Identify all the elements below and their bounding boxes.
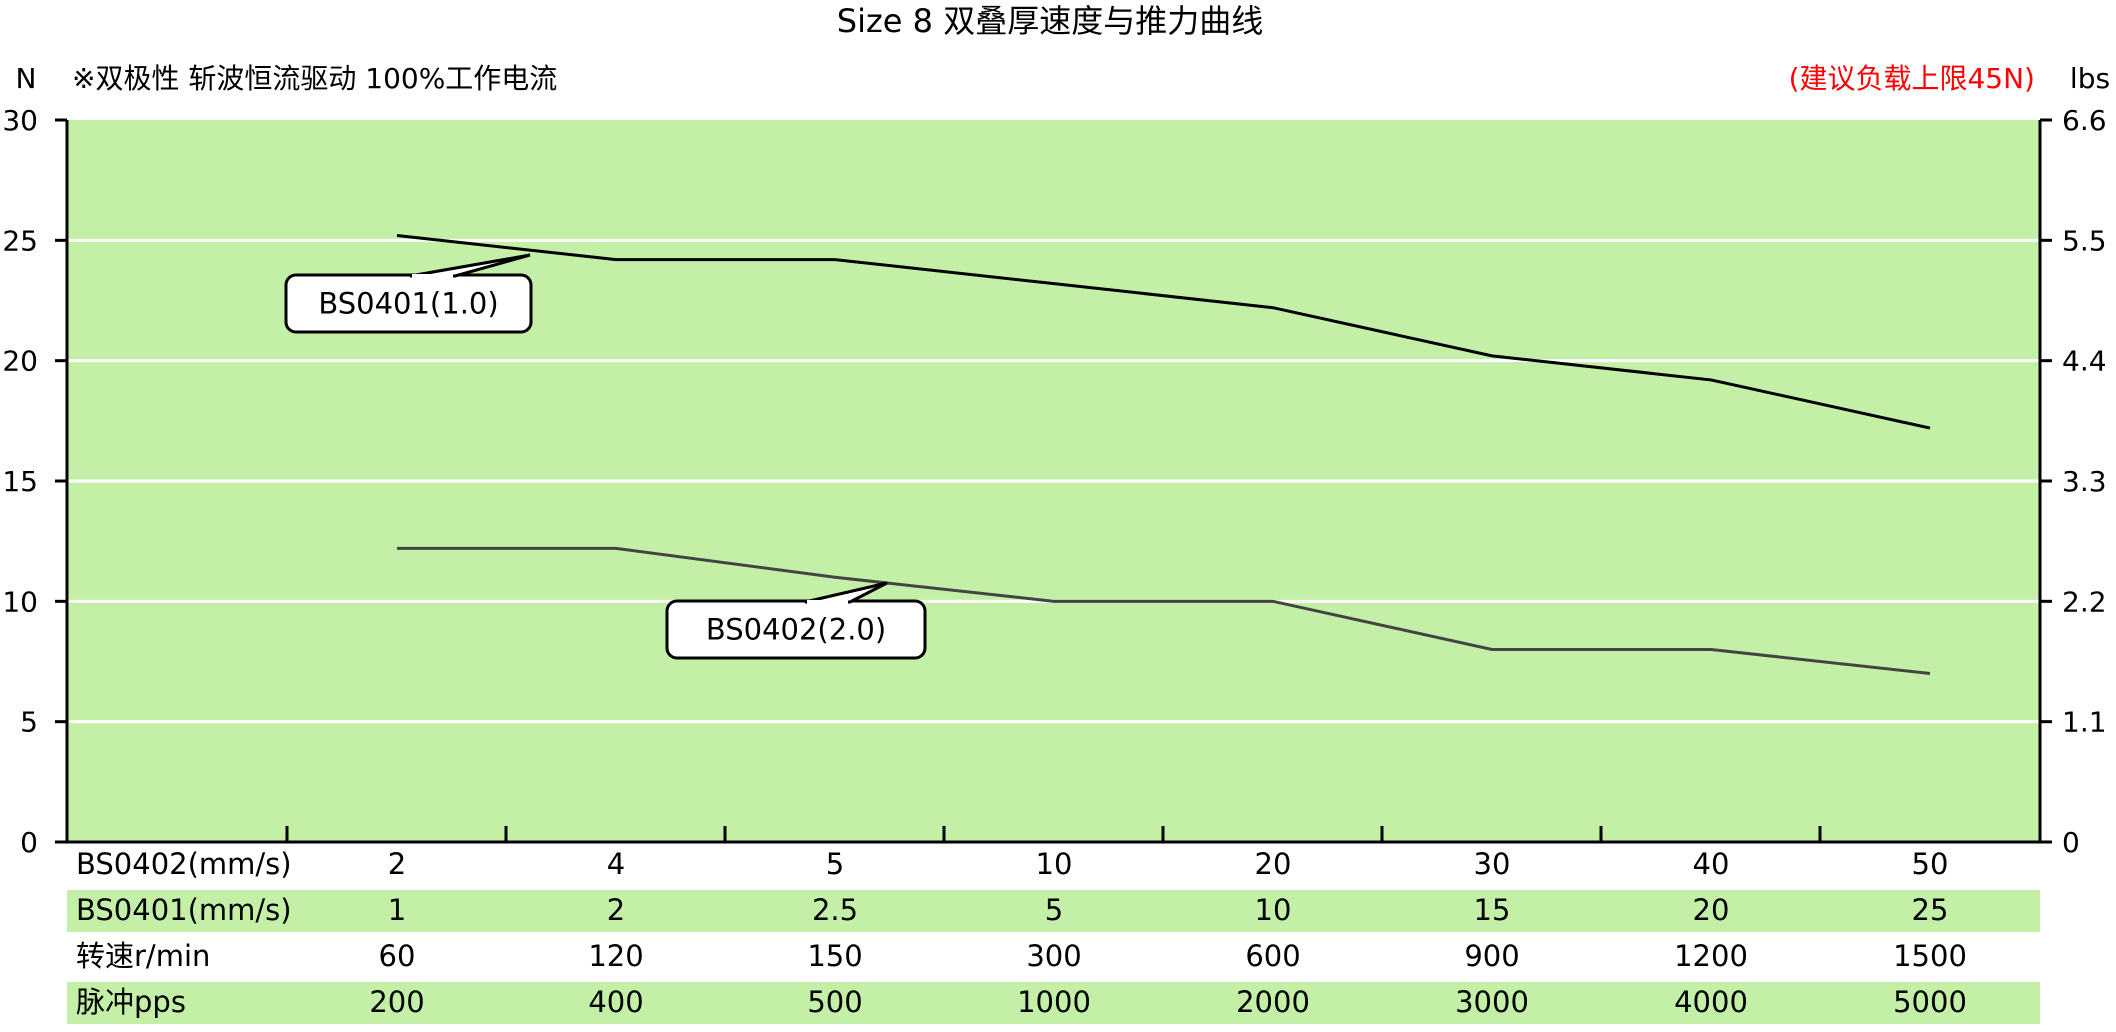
y-tick-label-right: 2.2 <box>2062 585 2107 618</box>
table-cell: 300 <box>1026 939 1081 973</box>
table-cell: 2 <box>388 847 406 881</box>
table-row-label: 转速r/min <box>76 939 210 973</box>
y-tick-label-left: 20 <box>2 345 38 378</box>
table-cell: 400 <box>588 985 643 1019</box>
y-tick-label-left: 5 <box>20 706 38 739</box>
table-cell: 2 <box>607 893 625 927</box>
series-line-1 <box>396 234 1931 430</box>
table-cell: 5 <box>1045 893 1063 927</box>
y-tick-label-left: 15 <box>2 465 38 498</box>
table-cell: 900 <box>1464 939 1519 973</box>
y-tick-label-right: 1.1 <box>2062 706 2107 739</box>
table-cell: 50 <box>1912 847 1949 881</box>
table-cell: 2000 <box>1236 985 1310 1019</box>
table-cell: 25 <box>1912 893 1949 927</box>
left-axis-unit: N <box>16 62 37 95</box>
y-tick-label-right: 0 <box>2062 826 2080 859</box>
load-limit-note: (建议负载上限45N) <box>1789 62 2035 95</box>
right-axis-unit: lbs <box>2070 62 2110 95</box>
table-cell: 10 <box>1036 847 1073 881</box>
table-cell: 5 <box>826 847 844 881</box>
table-cell: 15 <box>1474 893 1511 927</box>
table-cell: 20 <box>1693 893 1730 927</box>
table-cell: 3000 <box>1455 985 1529 1019</box>
table-row-label: 脉冲pps <box>76 985 186 1019</box>
table-cell: 1000 <box>1017 985 1091 1019</box>
table-cell: 30 <box>1474 847 1511 881</box>
table-row-highlight <box>67 982 2040 1024</box>
table-cell: 150 <box>807 939 862 973</box>
table-row-label: BS0402(mm/s) <box>76 847 292 881</box>
table-cell: 120 <box>588 939 643 973</box>
y-tick-label-right: 3.3 <box>2062 465 2107 498</box>
y-tick-label-right: 6.6 <box>2062 104 2107 137</box>
y-tick-label-left: 0 <box>20 826 38 859</box>
chart-title: Size 8 双叠厚速度与推力曲线 <box>837 2 1263 40</box>
table-cell: 4000 <box>1674 985 1748 1019</box>
y-tick-label-left: 25 <box>2 224 38 257</box>
table-cell: 1200 <box>1674 939 1748 973</box>
table-cell: 4 <box>607 847 625 881</box>
table-cell: 500 <box>807 985 862 1019</box>
table-row-label: BS0401(mm/s) <box>76 893 292 927</box>
chart-subtitle: ※双极性 斩波恒流驱动 100%工作电流 <box>72 62 557 95</box>
y-tick-label-left: 30 <box>2 104 38 137</box>
table-cell: 40 <box>1693 847 1730 881</box>
table-row-highlight <box>67 890 2040 932</box>
table-cell: 600 <box>1245 939 1300 973</box>
table-cell: 5000 <box>1893 985 1967 1019</box>
table-cell: 20 <box>1255 847 1292 881</box>
table-cell: 10 <box>1255 893 1292 927</box>
series-callout-label: BS0401(1.0) <box>318 287 498 321</box>
series-callout-box <box>665 599 927 660</box>
table-cell: 1500 <box>1893 939 1967 973</box>
y-tick-label-left: 10 <box>2 585 38 618</box>
table-cell: 60 <box>379 939 416 973</box>
table-cell: 200 <box>369 985 424 1019</box>
series-callout-box <box>284 273 533 334</box>
table-cell: 2.5 <box>812 893 858 927</box>
series-callout-label: BS0402(2.0) <box>706 613 886 647</box>
table-cell: 1 <box>388 893 406 927</box>
y-tick-label-right: 4.4 <box>2062 345 2107 378</box>
y-tick-label-right: 5.5 <box>2062 224 2107 257</box>
series-line-2 <box>397 546 1931 676</box>
